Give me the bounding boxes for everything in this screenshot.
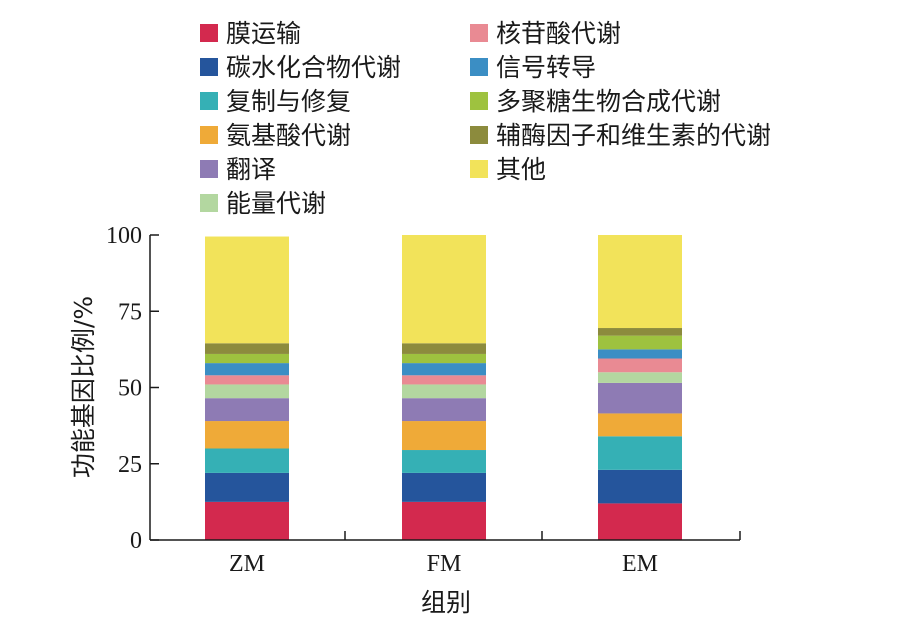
legend-item: 膜运输 xyxy=(200,19,301,48)
bar-segment-EM-1 xyxy=(598,469,682,504)
legend-item: 辅酶因子和维生素的代谢 xyxy=(470,121,771,150)
x-axis-title: 组别 xyxy=(421,588,471,617)
bar-segment-EM-6 xyxy=(598,358,682,373)
legend-item: 信号转导 xyxy=(470,53,596,82)
legend-item: 核苷酸代谢 xyxy=(470,19,621,48)
bar-segment-EM-5 xyxy=(598,372,682,383)
bar-segment-ZM-9 xyxy=(205,343,289,354)
bar-segment-ZM-5 xyxy=(205,384,289,399)
legend-label: 核苷酸代谢 xyxy=(496,19,621,48)
bar-segment-EM-8 xyxy=(598,335,682,350)
bar-segment-ZM-10 xyxy=(205,236,289,344)
bar-segment-FM-7 xyxy=(402,363,486,376)
legend-label: 辅酶因子和维生素的代谢 xyxy=(496,121,771,150)
y-tick-label: 100 xyxy=(106,223,142,249)
bar-segment-FM-10 xyxy=(402,235,486,344)
legend-item: 其他 xyxy=(470,155,546,184)
bar-segment-ZM-0 xyxy=(205,501,289,540)
legend-item: 碳水化合物代谢 xyxy=(200,53,401,82)
bars xyxy=(205,235,682,540)
bar-segment-EM-7 xyxy=(598,349,682,359)
legend-swatch xyxy=(470,160,488,178)
legend-label: 碳水化合物代谢 xyxy=(226,53,401,82)
bar-segment-FM-6 xyxy=(402,375,486,385)
y-tick-label: 25 xyxy=(118,452,142,478)
legend-swatch xyxy=(200,24,218,42)
bar-segment-FM-5 xyxy=(402,384,486,399)
y-tick-label: 75 xyxy=(118,299,142,325)
legend-item: 能量代谢 xyxy=(200,189,326,218)
bar-segment-ZM-2 xyxy=(205,448,289,473)
legend-label: 其他 xyxy=(496,155,546,184)
bar-segment-FM-8 xyxy=(402,353,486,364)
legend-item: 氨基酸代谢 xyxy=(200,121,351,150)
bar-segment-FM-9 xyxy=(402,343,486,354)
legend-item: 翻译 xyxy=(200,155,276,184)
bar-segment-FM-3 xyxy=(402,421,486,451)
legend-swatch xyxy=(470,58,488,76)
legend-label: 复制与修复 xyxy=(226,87,351,116)
legend-label: 多聚糖生物合成代谢 xyxy=(496,87,721,116)
bar-segment-ZM-7 xyxy=(205,363,289,376)
bar-segment-ZM-6 xyxy=(205,375,289,385)
bar-segment-EM-9 xyxy=(598,328,682,336)
bar-segment-FM-1 xyxy=(402,472,486,502)
bar-segment-ZM-4 xyxy=(205,398,289,422)
bar-segment-EM-4 xyxy=(598,382,682,414)
bar-segment-FM-4 xyxy=(402,398,486,422)
legend-swatch xyxy=(470,126,488,144)
bar-segment-FM-2 xyxy=(402,450,486,473)
legend-swatch xyxy=(470,92,488,110)
x-tick-label: ZM xyxy=(229,551,265,577)
bar-segment-ZM-1 xyxy=(205,472,289,502)
bar-segment-FM-0 xyxy=(402,501,486,540)
bar-segment-EM-2 xyxy=(598,436,682,470)
legend-swatch xyxy=(200,58,218,76)
x-tick-label: FM xyxy=(427,551,462,577)
legend-swatch xyxy=(200,92,218,110)
y-tick-label: 50 xyxy=(118,376,142,402)
bar-segment-EM-0 xyxy=(598,503,682,540)
axes: 0 25 50 75 100 ZM FM EM xyxy=(106,223,741,577)
legend-label: 能量代谢 xyxy=(226,189,326,218)
legend-label: 膜运输 xyxy=(226,19,301,48)
legend-swatch xyxy=(200,160,218,178)
x-tick-label: EM xyxy=(622,551,658,577)
bar-segment-EM-10 xyxy=(598,235,682,329)
legend-item: 多聚糖生物合成代谢 xyxy=(470,87,721,116)
legend-swatch xyxy=(470,24,488,42)
bar-segment-EM-3 xyxy=(598,413,682,437)
bar-segment-ZM-8 xyxy=(205,353,289,364)
legend-item: 复制与修复 xyxy=(200,87,351,116)
legend-swatch xyxy=(200,126,218,144)
legend-swatch xyxy=(200,194,218,212)
y-axis-title: 功能基因比例/% xyxy=(69,296,98,478)
legend-label: 信号转导 xyxy=(496,53,596,82)
bar-segment-ZM-3 xyxy=(205,421,289,449)
y-tick-label: 0 xyxy=(130,528,142,554)
legend-label: 翻译 xyxy=(226,155,276,184)
legend-label: 氨基酸代谢 xyxy=(226,121,351,150)
